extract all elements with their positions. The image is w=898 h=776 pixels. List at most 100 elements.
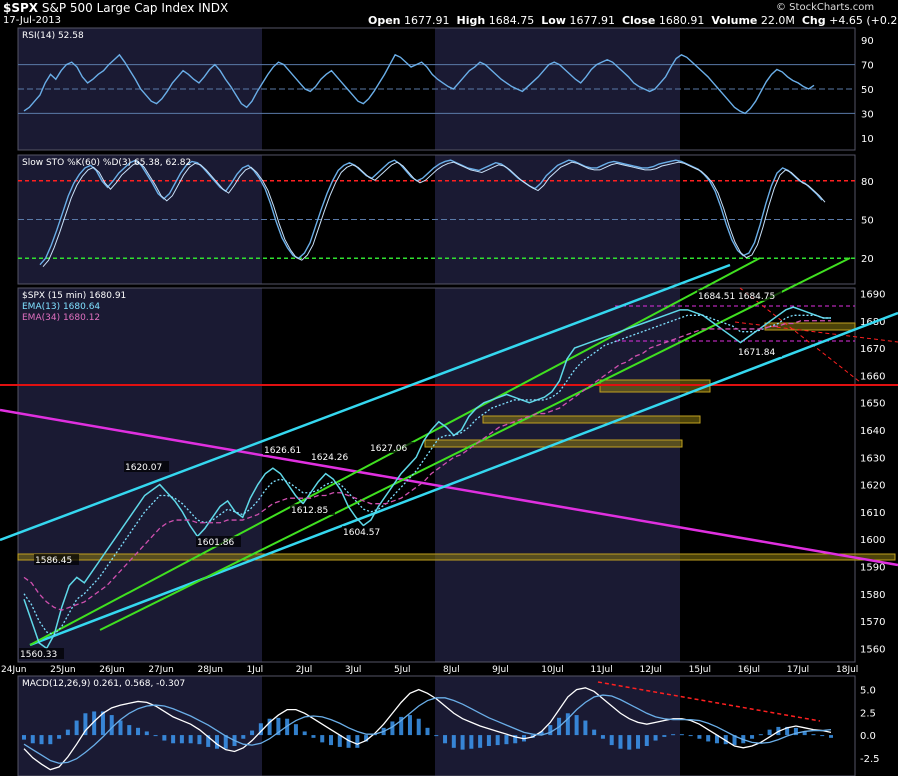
rsi-tick-label: 70 bbox=[861, 61, 874, 72]
macd-histogram-bar bbox=[478, 735, 483, 748]
macd-histogram-bar bbox=[425, 727, 430, 736]
price-annotation: 1601.86 bbox=[197, 538, 234, 548]
magenta-downtrend-line bbox=[0, 408, 898, 567]
macd-histogram-bar bbox=[241, 735, 246, 739]
index-name: S&P 500 Large Cap Index bbox=[41, 1, 195, 15]
macd-histogram-bar bbox=[293, 724, 298, 736]
macd-histogram-bar bbox=[30, 735, 35, 744]
macd-histogram-bar bbox=[460, 735, 465, 750]
macd-histogram-bar bbox=[811, 734, 816, 736]
price-label-bg bbox=[124, 461, 169, 472]
macd-histogram-bar bbox=[57, 735, 62, 739]
macd-divergence-line bbox=[597, 681, 821, 722]
price-label-bg bbox=[342, 526, 387, 537]
date-tick-label: 3Jul bbox=[345, 665, 362, 675]
macd-histogram-bar bbox=[793, 727, 798, 736]
macd-tick-label: 0.0 bbox=[860, 731, 876, 742]
date-tick-label: 27Jun bbox=[148, 665, 174, 675]
macd-histogram-bar bbox=[188, 735, 193, 744]
macd-histogram-bar bbox=[329, 735, 334, 746]
macd-histogram-bar bbox=[171, 735, 176, 744]
price-annotation: 1671.84 bbox=[738, 348, 775, 358]
price-tick-label: 1610 bbox=[860, 508, 885, 519]
macd-histogram-bar bbox=[250, 730, 255, 736]
price-tick-label: 1560 bbox=[860, 644, 885, 655]
macd-histogram-bar bbox=[320, 735, 325, 743]
date-tick-label: 1Jul bbox=[247, 665, 264, 675]
macd-histogram-bar bbox=[285, 718, 290, 736]
price-annotation: 1684.75 bbox=[738, 292, 775, 302]
macd-histogram-bar bbox=[337, 735, 342, 747]
macd-histogram-bar bbox=[662, 735, 667, 737]
macd-histogram-bar bbox=[109, 715, 114, 736]
macd-histogram-bar bbox=[592, 729, 597, 736]
price-tick-label: 1690 bbox=[860, 289, 885, 300]
sto-tick-label: 80 bbox=[861, 177, 874, 188]
macd-histogram-bar bbox=[644, 735, 649, 746]
price-series-2 bbox=[23, 320, 831, 611]
macd-histogram-bar bbox=[785, 726, 790, 736]
rsi-tick-label: 90 bbox=[861, 36, 874, 47]
date-tick-label: 9Jul bbox=[492, 665, 509, 675]
macd-histogram-bar bbox=[434, 735, 439, 737]
macd-histogram-bar bbox=[48, 735, 53, 745]
macd-line bbox=[23, 687, 832, 771]
stochastic-k-line bbox=[39, 159, 823, 266]
macd-histogram-bar bbox=[600, 735, 605, 739]
macd-histogram-bar bbox=[258, 723, 263, 736]
sto-title: Slow STO %K(60) %D(3) 65.38, 62.82 bbox=[22, 158, 191, 168]
panel-frame-price bbox=[17, 287, 856, 663]
macd-histogram-bar bbox=[118, 720, 123, 736]
ohlc-readout: Open 1677.91 High 1684.75 Low 1677.91 Cl… bbox=[368, 14, 898, 27]
rsi-tick-label: 50 bbox=[861, 85, 874, 96]
price-annotation: 1626.61 bbox=[264, 446, 301, 456]
macd-tick-label: 2.5 bbox=[860, 708, 876, 719]
macd-signal-line bbox=[23, 694, 832, 764]
macd-histogram-bar bbox=[495, 735, 500, 746]
date-tick-label: 5Jul bbox=[394, 665, 411, 675]
macd-histogram-bar bbox=[206, 735, 211, 747]
macd-histogram-bar bbox=[399, 716, 404, 736]
macd-histogram-bar bbox=[179, 735, 184, 744]
macd-histogram-bar bbox=[486, 735, 491, 746]
session-shade-price-0 bbox=[18, 288, 262, 662]
macd-histogram-bar bbox=[618, 735, 623, 749]
price-tick-label: 1620 bbox=[860, 481, 885, 492]
date-tick-label: 10Jul bbox=[541, 665, 563, 675]
sto-tick-label: 20 bbox=[861, 254, 874, 265]
macd-histogram-bar bbox=[732, 735, 737, 746]
rsi-line bbox=[23, 53, 815, 115]
macd-histogram-bar bbox=[565, 713, 570, 736]
macd-histogram-bar bbox=[688, 735, 693, 737]
date-tick-label: 18Jul bbox=[836, 665, 858, 675]
macd-histogram-bar bbox=[750, 735, 755, 739]
macd-histogram-bar bbox=[416, 718, 421, 736]
date-tick-label: 2Jul bbox=[296, 665, 313, 675]
rsi-tick-label: 10 bbox=[861, 134, 874, 145]
symbol: $SPX bbox=[3, 1, 39, 15]
price-tick-label: 1570 bbox=[860, 617, 885, 628]
date-tick-label: 24Jun bbox=[1, 665, 27, 675]
macd-histogram-bar bbox=[267, 718, 272, 736]
macd-histogram-bar bbox=[714, 735, 719, 744]
macd-histogram-bar bbox=[390, 721, 395, 736]
price-tick-label: 1650 bbox=[860, 399, 885, 410]
panel-frame-macd bbox=[17, 675, 856, 776]
date-tick-label: 12Jul bbox=[640, 665, 662, 675]
macd-histogram-bar bbox=[83, 713, 88, 736]
price-label-bg bbox=[34, 554, 79, 565]
price-label-bg bbox=[196, 536, 241, 547]
macd-histogram-bar bbox=[197, 735, 202, 745]
macd-histogram-bar bbox=[144, 731, 149, 736]
rsi-title: RSI(14) 52.58 bbox=[22, 31, 84, 41]
price-series-0 bbox=[23, 306, 831, 650]
price-label-bg bbox=[310, 451, 355, 462]
price-tick-label: 1670 bbox=[860, 344, 885, 355]
credit-watermark: © StockCharts.com bbox=[776, 2, 875, 13]
price-annotation: 1620.07 bbox=[125, 463, 162, 473]
macd-histogram-bar bbox=[653, 735, 658, 741]
macd-histogram-bar bbox=[679, 734, 684, 736]
price-title: $SPX (15 min) 1680.91 bbox=[22, 291, 126, 301]
macd-histogram-bar bbox=[767, 729, 772, 736]
support-zone-1 bbox=[482, 415, 701, 424]
